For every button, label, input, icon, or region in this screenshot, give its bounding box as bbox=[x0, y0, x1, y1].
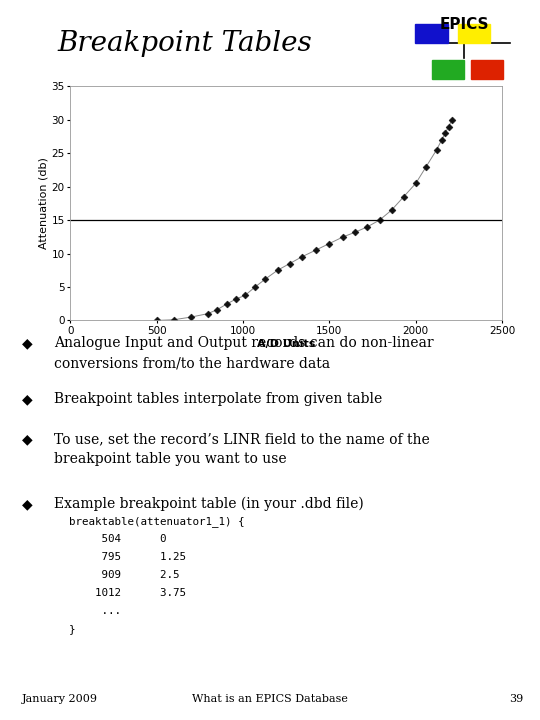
X-axis label: A/D Units: A/D Units bbox=[257, 338, 315, 348]
Text: breakpoint table you want to use: breakpoint table you want to use bbox=[54, 452, 287, 466]
Bar bbox=[432, 60, 464, 78]
Text: Example breakpoint table (in your .dbd file): Example breakpoint table (in your .dbd f… bbox=[54, 497, 364, 511]
Text: breaktable(attenuator1_1) {: breaktable(attenuator1_1) { bbox=[43, 516, 245, 527]
Bar bbox=[415, 24, 448, 42]
Text: ...: ... bbox=[43, 606, 121, 616]
Text: January 2009: January 2009 bbox=[22, 694, 98, 704]
Text: To use, set the record’s LINR field to the name of the: To use, set the record’s LINR field to t… bbox=[54, 432, 430, 446]
Text: 504      0: 504 0 bbox=[43, 534, 167, 544]
Text: EPICS: EPICS bbox=[440, 17, 489, 32]
Text: Analogue Input and Output records can do non-linear: Analogue Input and Output records can do… bbox=[54, 336, 434, 350]
Text: 795      1.25: 795 1.25 bbox=[43, 552, 186, 562]
Text: ◆: ◆ bbox=[22, 497, 32, 510]
Text: 39: 39 bbox=[510, 694, 524, 704]
Text: ◆: ◆ bbox=[22, 392, 32, 406]
Bar bbox=[458, 24, 490, 42]
Text: ◆: ◆ bbox=[22, 432, 32, 446]
Text: }: } bbox=[43, 624, 76, 634]
Text: 1012      3.75: 1012 3.75 bbox=[43, 588, 186, 598]
Y-axis label: Attenuation (db): Attenuation (db) bbox=[39, 158, 49, 249]
Text: ◆: ◆ bbox=[22, 336, 32, 350]
Text: 909      2.5: 909 2.5 bbox=[43, 570, 180, 580]
Text: conversions from/to the hardware data: conversions from/to the hardware data bbox=[54, 356, 330, 370]
Text: Breakpoint tables interpolate from given table: Breakpoint tables interpolate from given… bbox=[54, 392, 382, 406]
Text: What is an EPICS Database: What is an EPICS Database bbox=[192, 694, 348, 704]
Bar bbox=[471, 60, 503, 78]
Text: Breakpoint Tables: Breakpoint Tables bbox=[58, 30, 312, 57]
